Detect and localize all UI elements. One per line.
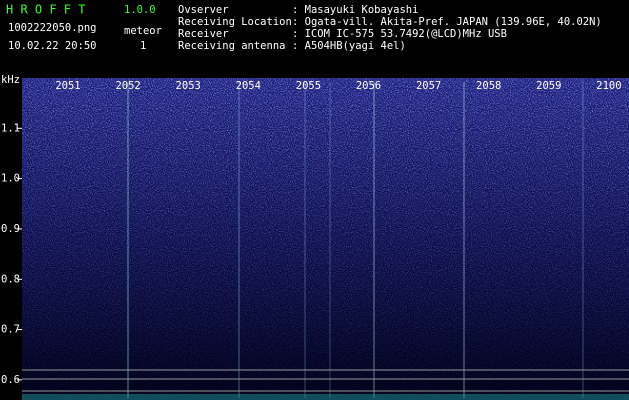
info-label: Receiving antenna [178, 40, 285, 52]
info-label: Ovserver [178, 4, 229, 16]
time-label: 2059 [536, 80, 561, 92]
time-label: 2058 [476, 80, 501, 92]
y-tick-label: 1.0 [1, 173, 20, 185]
y-tick-label: 0.7 [1, 324, 20, 336]
meteor-traces [127, 82, 584, 398]
info-value: : A504HB(yagi 4el) [292, 40, 406, 52]
baseline-noise [22, 394, 629, 400]
time-label: 2100 [596, 80, 621, 92]
time-label: 2051 [55, 80, 80, 92]
y-tick-label: 0.9 [1, 223, 20, 235]
y-axis-label: kHz [1, 74, 20, 86]
meteor-label: meteor [124, 25, 162, 37]
file-name: 1002222050.png [8, 22, 97, 34]
y-tick-label: 0.6 [1, 374, 20, 386]
time-label: 2057 [416, 80, 441, 92]
info-label: Receiving Location [178, 16, 292, 28]
y-tick-label: 0.8 [1, 273, 20, 285]
info-value: : Ogata-vill. Akita-Pref. JAPAN (139.96E… [292, 16, 602, 28]
meteor-count: 1 [140, 40, 146, 52]
header: H R O F F T 1.0.0 1002222050.png meteor … [6, 3, 162, 53]
info-value: : ICOM IC-575 53.7492(@LCD)MHz USB [292, 28, 507, 40]
app-version: 1.0.0 [124, 4, 156, 16]
info-value: : Masayuki Kobayashi [292, 4, 418, 16]
time-label: 2056 [356, 80, 381, 92]
spectrogram [22, 78, 629, 400]
time-label: 2052 [115, 80, 140, 92]
app-name: H R O F F T [6, 3, 85, 17]
time-label: 2055 [296, 80, 321, 92]
y-tick-label: 1.1 [1, 122, 20, 134]
time-label: 2053 [176, 80, 201, 92]
time-label: 2054 [236, 80, 261, 92]
date-time: 10.02.22 20:50 [8, 40, 97, 52]
info-label: Receiver [178, 28, 229, 40]
noise-texture [22, 78, 629, 400]
